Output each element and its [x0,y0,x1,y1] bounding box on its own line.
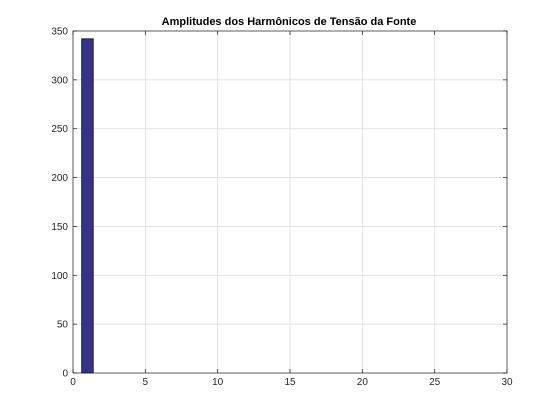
chart-title: Amplitudes dos Harmônicos de Tensão da F… [162,16,417,28]
x-tick-label: 30 [501,377,513,388]
x-tick-label: 0 [70,377,76,388]
bar [81,38,94,374]
y-tick-label: 300 [51,75,68,86]
grid [73,31,507,373]
y-tick-label: 250 [51,124,68,135]
x-tick-label: 25 [429,377,441,388]
x-tick-label: 15 [284,377,296,388]
ticks [72,30,508,374]
x-tick-label: 20 [357,377,369,388]
y-tick-label: 350 [51,27,68,38]
bars [81,38,94,374]
y-tick-label: 100 [51,271,68,282]
y-tick-label: 50 [57,320,69,331]
y-tick-labels: 0 50 100 150 200 250 300 350 [51,27,68,380]
y-tick-label: 200 [51,173,68,184]
x-tick-labels: 0 5 10 15 20 25 30 [70,377,513,388]
x-tick-label: 10 [212,377,224,388]
y-tick-label: 0 [62,369,68,380]
x-tick-label: 5 [143,377,149,388]
y-tick-label: 150 [51,222,68,233]
